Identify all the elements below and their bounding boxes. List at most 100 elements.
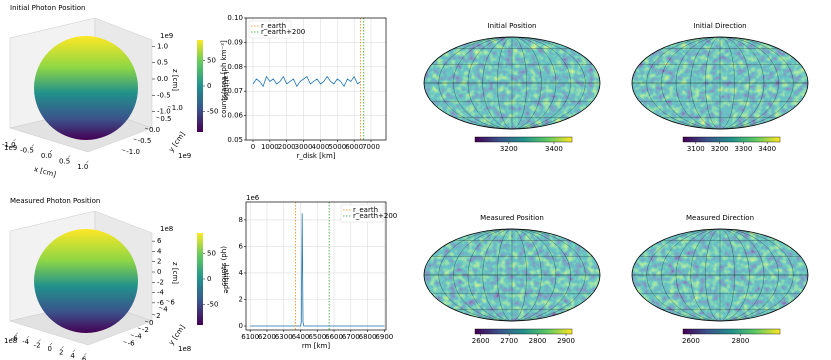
map-border xyxy=(631,228,809,322)
x-tick-label: 1.0 xyxy=(77,163,88,171)
map-border xyxy=(423,228,601,322)
y-tick xyxy=(152,313,156,316)
x-tick-label: 1000 xyxy=(261,143,279,151)
x-tick xyxy=(49,342,53,346)
x-tick-label: -4 xyxy=(22,338,30,346)
map-border xyxy=(631,36,809,130)
y-tick-label: -2 xyxy=(142,326,149,334)
z-offset: 1e8 xyxy=(160,225,173,233)
y-axis-label: y [cm] xyxy=(167,323,187,346)
y-tick xyxy=(133,138,137,141)
y-tick xyxy=(156,116,160,119)
x-tick xyxy=(31,144,34,147)
colorbar-tick-label: 3300 xyxy=(734,145,752,153)
y-tick-label: 2 xyxy=(156,312,160,320)
y-tick xyxy=(159,307,163,309)
z-tick-label: 4 xyxy=(157,247,162,255)
y-tick-label: 0.0 xyxy=(149,126,160,134)
y-tick-label: 0.09 xyxy=(227,38,243,46)
colorbar-tick-label: 50 xyxy=(207,56,216,64)
x-tick xyxy=(13,138,16,142)
colorbar-label: Latitude xyxy=(222,265,230,294)
y-tick-label: -4 xyxy=(135,333,143,341)
x-tick-label: 6500 xyxy=(308,333,326,341)
y-tick xyxy=(122,149,126,152)
x-axis-label: rm [km] xyxy=(302,342,330,350)
map-title: Measured Direction xyxy=(686,214,754,222)
colorbar-tick-label: 2800 xyxy=(731,337,749,345)
panel-title: Initial Photon Position xyxy=(10,4,85,12)
colorbar xyxy=(682,328,781,335)
x-tick xyxy=(61,346,64,349)
x-tick xyxy=(68,155,71,158)
y-tick xyxy=(123,341,127,343)
x-tick-label: 6800 xyxy=(359,333,377,341)
x-tick-label: 6300 xyxy=(275,333,293,341)
x-offset: 1e9 xyxy=(4,144,17,152)
z-tick-label: 2 xyxy=(157,258,161,266)
colorbar-label: Latitude xyxy=(222,72,230,101)
colorbar xyxy=(682,136,781,143)
colorbar-tick-label: 2600 xyxy=(682,337,700,345)
colorbar-tick-label: 2700 xyxy=(500,337,518,345)
z-offset: 1e9 xyxy=(160,32,173,40)
legend-label: r_earth+200 xyxy=(261,28,305,36)
x-tick-label: 0 xyxy=(48,345,52,353)
map-border xyxy=(423,36,601,130)
colorbar-tick-label: 2600 xyxy=(472,337,490,345)
x-tick-label: -2 xyxy=(34,342,41,350)
y-tick-label: 6 xyxy=(170,298,175,306)
legend-label: r_earth xyxy=(353,206,378,214)
x-tick-label: 4000 xyxy=(312,143,330,151)
colorbar-tick-label: 2900 xyxy=(557,337,575,345)
y-tick-label: 4 xyxy=(239,269,244,277)
colorbar xyxy=(474,328,573,335)
colorbar-tick-label: -50 xyxy=(207,108,218,116)
y-tick-label: 0.08 xyxy=(227,63,243,71)
colorbar-tick-label: -50 xyxy=(207,301,218,309)
axes-frame xyxy=(245,17,387,141)
z-tick-label: 1.0 xyxy=(157,42,168,50)
z-tick-label: -4 xyxy=(157,289,165,297)
map-title: Initial Position xyxy=(488,22,537,30)
y-tick xyxy=(166,300,170,302)
x-tick-label: 6700 xyxy=(342,333,360,341)
x-tick-label: 6100 xyxy=(241,333,259,341)
x-tick xyxy=(72,349,76,353)
x-tick-label: 6600 xyxy=(325,333,343,341)
x-tick xyxy=(15,332,18,335)
colorbar-tick-label: 3200 xyxy=(500,145,518,153)
x-tick-label: 4 xyxy=(70,352,75,360)
z-tick-label: -1.0 xyxy=(157,108,171,116)
x-tick xyxy=(26,335,30,339)
z-tick-label: 6 xyxy=(157,237,162,245)
x-offset: 1e8 xyxy=(4,337,17,345)
map-title: Initial Direction xyxy=(693,22,746,30)
y-tick xyxy=(144,127,149,130)
y-tick-label: 0.5 xyxy=(160,115,171,123)
sphere xyxy=(34,229,138,333)
colorbar-tick-label: 3200 xyxy=(711,145,729,153)
y-tick-label: -1.0 xyxy=(126,148,140,156)
colorbar-tick-label: 3400 xyxy=(545,145,563,153)
colorbar-tick-label: 3100 xyxy=(687,145,705,153)
z-tick-label: 0.0 xyxy=(157,75,168,83)
x-tick-label: -1.0 xyxy=(2,141,16,149)
colorbar xyxy=(197,40,203,132)
y-tick-label: -0.5 xyxy=(138,137,152,145)
legend xyxy=(340,204,384,223)
legend-label: r_earth+200 xyxy=(353,212,397,220)
y-offset: 1e9 xyxy=(178,152,191,160)
y-axis-label: counts/area [ph km⁻²] xyxy=(220,40,228,118)
colorbar-tick-label: 2800 xyxy=(529,337,547,345)
panel-title: Measured Photon Position xyxy=(10,197,100,205)
map-title: Measured Position xyxy=(480,214,544,222)
legend-label: r_earth xyxy=(261,22,286,30)
x-tick xyxy=(38,339,41,342)
y-tick-label: 0 xyxy=(239,322,243,330)
z-tick-label: -6 xyxy=(157,299,165,307)
colorbar-tick-label: 50 xyxy=(207,249,216,257)
x-tick-label: 5000 xyxy=(328,143,346,151)
